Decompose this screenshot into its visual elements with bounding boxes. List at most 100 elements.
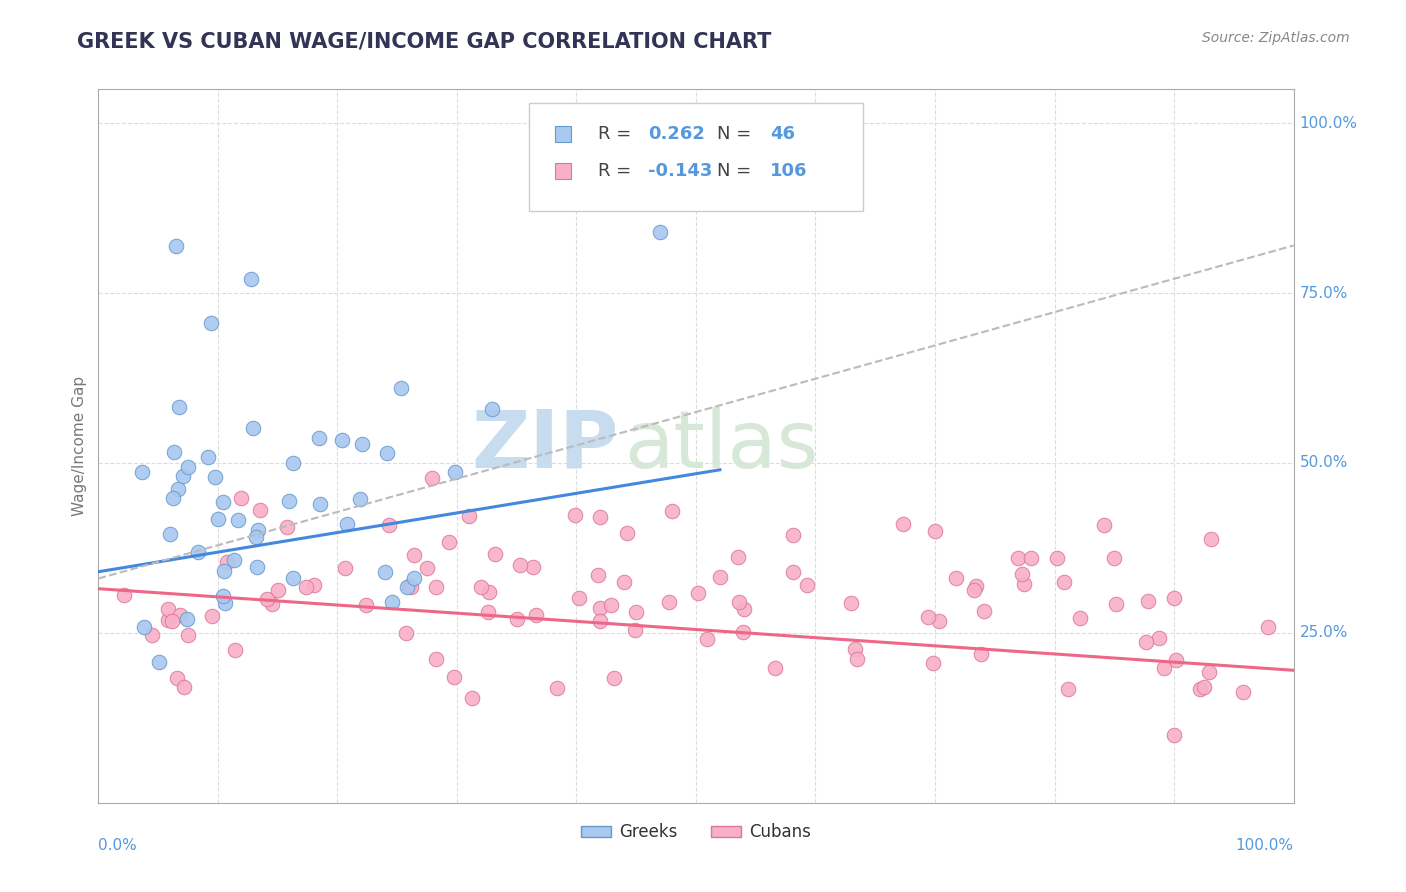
Point	[398, 579, 420, 593]
Text: 25.0%: 25.0%	[1299, 625, 1348, 640]
Point	[374, 565, 396, 579]
Point	[214, 596, 236, 610]
Point	[1105, 597, 1128, 611]
Point	[917, 610, 939, 624]
Point	[589, 510, 612, 524]
Point	[1192, 680, 1215, 694]
Point	[1012, 576, 1035, 591]
Text: 0.0%: 0.0%	[98, 838, 138, 854]
Point	[623, 623, 645, 637]
Text: atlas: atlas	[624, 407, 818, 485]
Point	[245, 530, 267, 544]
Point	[173, 680, 195, 694]
Point	[157, 602, 180, 616]
Point	[148, 655, 170, 669]
Point	[112, 588, 135, 602]
Point	[586, 568, 609, 582]
Point	[839, 596, 862, 610]
Point	[167, 401, 190, 415]
Point	[924, 524, 946, 538]
Text: -0.143: -0.143	[648, 162, 713, 180]
Text: N =: N =	[717, 125, 758, 143]
Text: ZIP: ZIP	[471, 407, 619, 485]
Point	[172, 469, 194, 483]
Point	[162, 491, 184, 505]
Point	[763, 661, 786, 675]
Point	[782, 565, 804, 579]
Point	[309, 498, 332, 512]
Point	[246, 523, 269, 537]
Point	[165, 238, 187, 252]
Point	[416, 560, 439, 574]
Point	[568, 591, 591, 605]
Point	[204, 469, 226, 483]
Text: 75.0%: 75.0%	[1299, 285, 1348, 301]
Point	[242, 421, 264, 435]
Point	[308, 431, 330, 445]
FancyBboxPatch shape	[555, 127, 571, 142]
Point	[401, 580, 423, 594]
FancyBboxPatch shape	[529, 103, 863, 211]
Point	[159, 527, 181, 541]
Point	[278, 494, 301, 508]
Point	[658, 595, 681, 609]
Point	[963, 582, 986, 597]
Point	[727, 595, 749, 609]
Point	[166, 482, 188, 496]
Text: R =: R =	[598, 162, 637, 180]
Point	[444, 465, 467, 479]
Point	[522, 560, 544, 574]
Point	[727, 550, 749, 565]
Point	[402, 571, 425, 585]
Point	[1069, 611, 1091, 625]
Point	[349, 491, 371, 506]
Legend: Greeks, Cubans: Greeks, Cubans	[574, 817, 818, 848]
Point	[458, 508, 481, 523]
Text: GREEK VS CUBAN WAGE/INCOME GAP CORRELATION CHART: GREEK VS CUBAN WAGE/INCOME GAP CORRELATI…	[77, 31, 772, 51]
Point	[224, 643, 246, 657]
Point	[222, 552, 245, 566]
Point	[1053, 574, 1076, 589]
Point	[970, 647, 993, 661]
Point	[661, 503, 683, 517]
Point	[246, 560, 269, 574]
Point	[1188, 681, 1211, 696]
Point	[506, 612, 529, 626]
Point	[922, 657, 945, 671]
Point	[134, 620, 156, 634]
Point	[648, 225, 672, 239]
Point	[404, 549, 426, 563]
Point	[589, 601, 612, 615]
Point	[1257, 620, 1279, 634]
Point	[420, 470, 443, 484]
Point	[600, 599, 623, 613]
Point	[214, 564, 236, 578]
Point	[1019, 551, 1042, 566]
Point	[177, 459, 200, 474]
Point	[425, 652, 447, 666]
Point	[1199, 532, 1222, 546]
Text: 106: 106	[770, 162, 807, 180]
Point	[187, 545, 209, 559]
Point	[1163, 728, 1185, 742]
Point	[229, 491, 252, 506]
Point	[477, 605, 499, 619]
Point	[302, 578, 325, 592]
Point	[478, 584, 501, 599]
Point	[547, 681, 569, 695]
Point	[389, 381, 412, 395]
Point	[686, 586, 709, 600]
Point	[481, 402, 503, 417]
Point	[207, 512, 229, 526]
Text: 100.0%: 100.0%	[1299, 116, 1358, 131]
Point	[439, 535, 461, 549]
Point	[709, 570, 731, 584]
Point	[733, 601, 755, 615]
Point	[215, 555, 238, 569]
Y-axis label: Wage/Income Gap: Wage/Income Gap	[72, 376, 87, 516]
Text: Source: ZipAtlas.com: Source: ZipAtlas.com	[1202, 31, 1350, 45]
Point	[696, 632, 718, 646]
Point	[177, 628, 200, 642]
Point	[965, 579, 987, 593]
Point	[141, 628, 163, 642]
